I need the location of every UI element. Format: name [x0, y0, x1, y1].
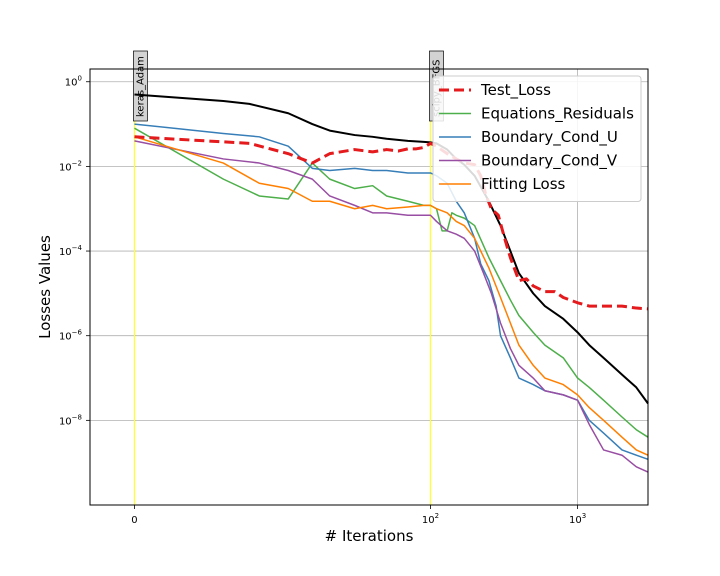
legend: Test_Loss Equations_Residuals Boundary_Con… [432, 75, 642, 202]
plot-frame [89, 68, 649, 506]
y-tick-label: 10−8 [59, 413, 82, 427]
legend-label: Fitting Loss [481, 175, 566, 193]
x-axis-ticks: 0 102 103 [131, 505, 586, 526]
series-line-boundary-cond-v [134, 140, 649, 473]
legend-box [432, 75, 642, 202]
x-tick-label: 102 [422, 512, 439, 526]
phase-marker-label: keras_Adam [135, 56, 146, 117]
series-line-equations-residuals [134, 127, 649, 438]
y-tick-label: 100 [65, 75, 82, 89]
y-tick-label: 10−6 [59, 329, 83, 343]
legend-label: Boundary_Cond_V [481, 152, 618, 171]
phase-markers: keras_Adamscipy_BFGS [133, 50, 444, 505]
y-tick-label: 10−4 [59, 244, 83, 258]
legend-label: Equations_Residuals [481, 105, 634, 124]
x-tick-label: 0 [131, 515, 137, 526]
legend-label: Boundary_Cond_U [481, 128, 618, 147]
y-axis-ticks: 100 10−2 10−4 10−6 10−8 [59, 75, 90, 427]
series-line-fitting-loss [134, 136, 649, 456]
x-tick-label: 103 [569, 512, 586, 526]
y-axis-title: Losses Values [36, 235, 54, 339]
legend-label: Test_Loss [480, 81, 551, 100]
x-axis-title: # Iterations [325, 527, 414, 545]
y-tick-label: 10−2 [59, 159, 82, 173]
